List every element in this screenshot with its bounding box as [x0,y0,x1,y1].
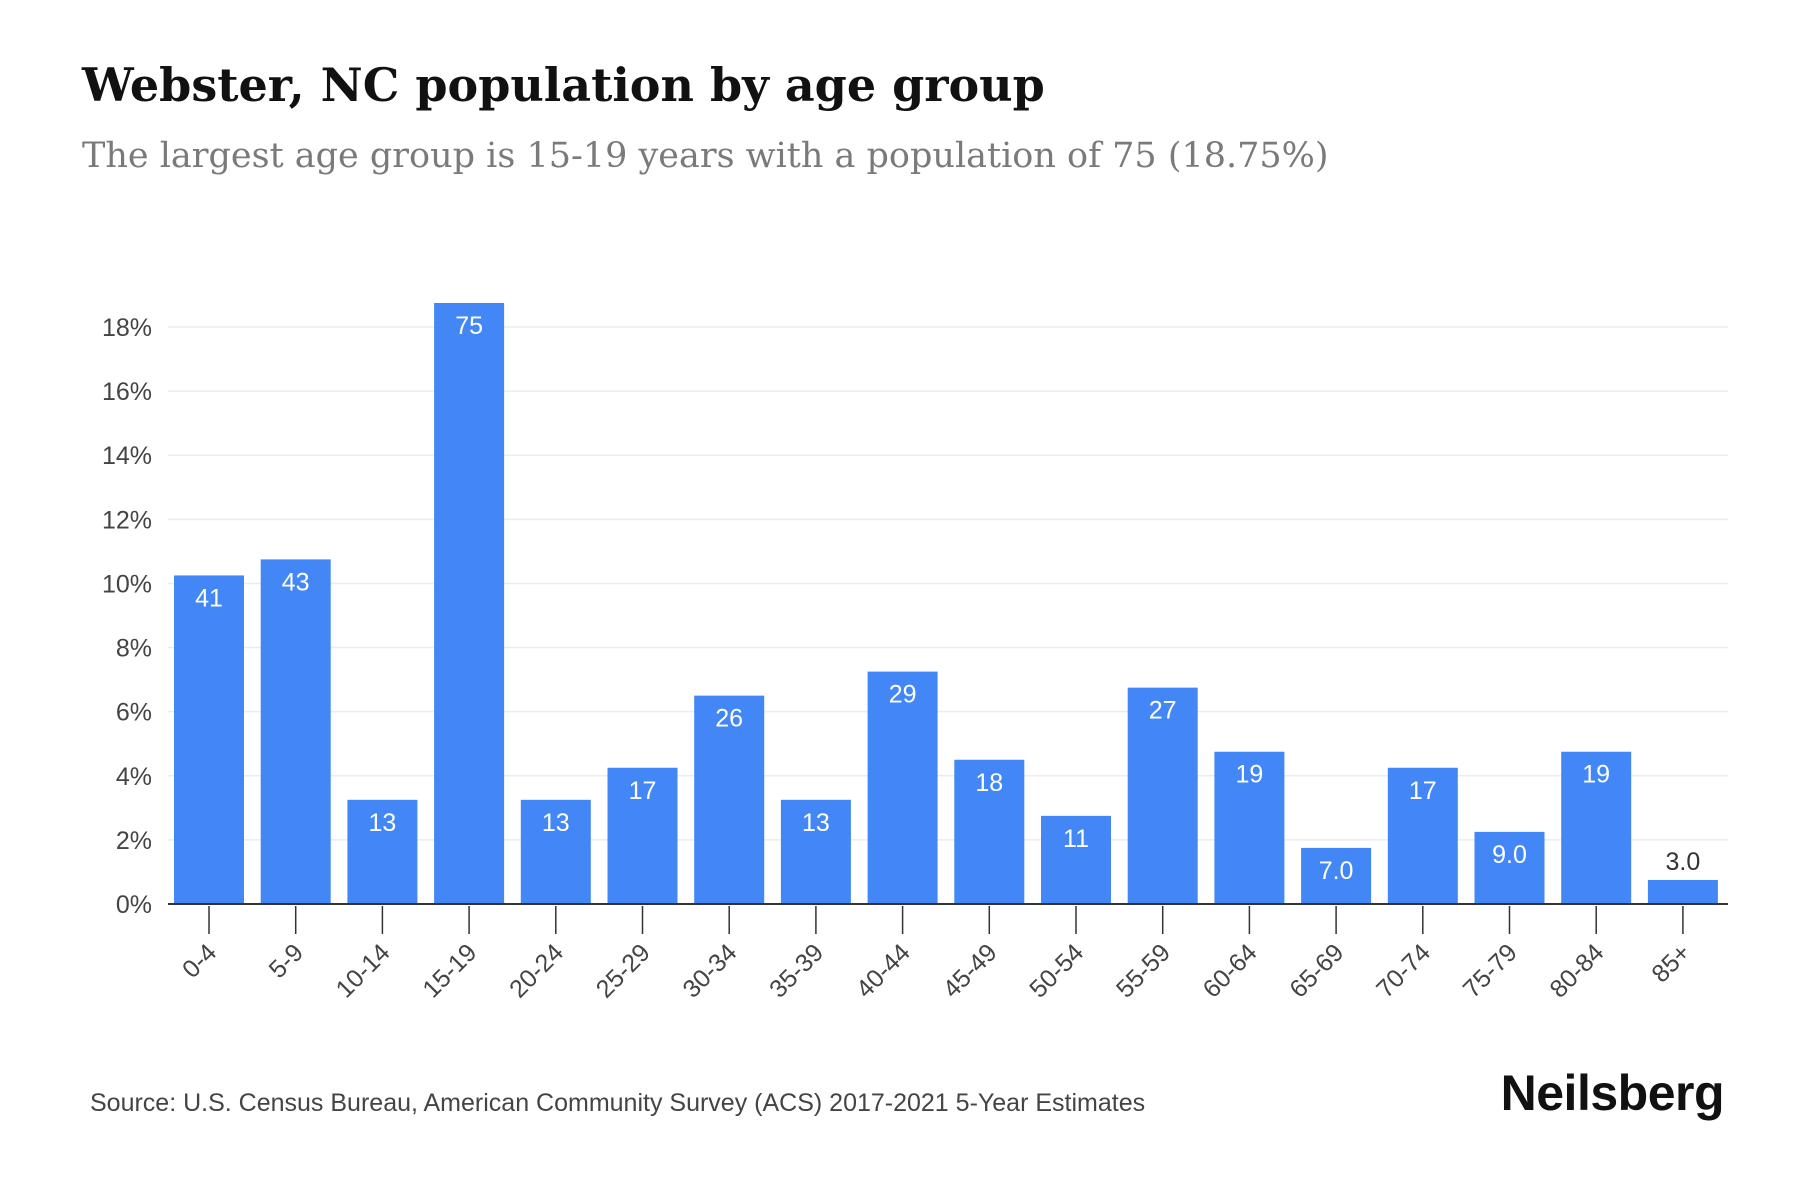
data-label-25-29: 17 [629,777,657,805]
data-label-30-34: 26 [715,705,743,733]
bar-0-4 [174,575,244,904]
x-tick-label: 35-39 [764,938,829,1003]
data-label-0-4: 41 [195,584,223,612]
bars [174,302,1718,904]
data-label-60-64: 19 [1235,761,1263,789]
data-label-35-39: 13 [802,809,830,837]
data-label-15-19: 75 [455,312,483,340]
bar-55-59 [1127,687,1198,904]
x-tick-label: 80-84 [1544,938,1609,1003]
chart-title: Webster, NC population by age group [82,58,1045,112]
chart-subtitle: The largest age group is 15-19 years wit… [82,136,1329,176]
x-tick-label: 10-14 [331,938,396,1003]
data-label-85+: 3.0 [1666,848,1701,876]
x-tick-label: 85+ [1646,938,1696,988]
y-tick-label: 8% [116,635,152,663]
x-tick-label: 25-29 [591,938,656,1003]
bar-10-14 [347,799,418,904]
data-label-45-49: 18 [975,769,1003,797]
bar-data-labels: 41 43 13 75 13 17 26 13 29 18 11 27 19 7.0 17 9.0 19 3.0 [195,312,1700,885]
x-tick-label: 70-74 [1371,938,1436,1003]
x-tick-label: 20-24 [504,938,569,1003]
y-tick-label: 6% [116,699,152,727]
x-tick-label: 60-64 [1198,938,1263,1003]
y-axis-tick-labels: 0% 2% 4% 6% 8% 10% 12% 14% 16% 18% [102,314,152,919]
x-tick-label: 55-59 [1111,938,1176,1003]
x-tick-label: 0-4 [177,938,222,983]
brand-logo: Neilsberg [1500,1065,1725,1121]
x-tick-label: 5-9 [264,938,309,983]
bar-30-34 [694,695,765,904]
bar-25-29 [607,767,678,904]
x-axis: 0-4 5-9 10-14 15-19 20-24 25-29 30-34 35-39 40-4… [168,903,1728,1003]
data-label-5-9: 43 [282,568,310,596]
data-label-80-84: 19 [1582,761,1610,789]
bar-60-64 [1214,751,1285,904]
bar-65-69 [1301,847,1372,904]
x-tick-label: 65-69 [1284,938,1349,1003]
y-tick-label: 0% [116,891,152,919]
x-tick-label: 40-44 [851,938,916,1003]
data-label-10-14: 13 [368,809,396,837]
data-label-75-79: 9.0 [1492,841,1527,869]
bar-45-49 [954,759,1025,904]
x-tick-label: 30-34 [677,938,742,1003]
bar-85+ [1647,879,1718,904]
bar-20-24 [520,799,591,904]
y-tick-label: 4% [116,763,152,791]
bar-50-54 [1041,815,1111,904]
bar-5-9 [260,559,331,904]
data-label-20-24: 13 [542,809,570,837]
data-label-40-44: 29 [889,681,917,709]
x-tick-label: 45-49 [938,938,1003,1003]
bar-70-74 [1387,767,1458,904]
y-tick-label: 18% [102,314,152,342]
bar-75-79 [1474,831,1545,904]
data-label-65-69: 7.0 [1319,857,1354,885]
bar-15-19 [434,302,505,904]
y-tick-label: 12% [102,506,152,534]
bar-80-84 [1561,751,1632,904]
x-tick-label: 50-54 [1024,938,1089,1003]
source-note: Source: U.S. Census Bureau, American Com… [90,1089,1146,1117]
x-tick-label: 75-79 [1458,938,1523,1003]
data-label-55-59: 27 [1149,697,1177,725]
x-tick-label: 15-19 [417,938,482,1003]
bar-40-44 [867,671,938,904]
gridlines [168,326,1728,841]
data-label-50-54: 11 [1063,825,1089,853]
y-tick-label: 10% [102,570,152,598]
bar-chart: 0% 2% 4% 6% 8% 10% 12% 14% 16% 18% 41 43 13 75 13 17 26… [102,302,1728,1003]
y-tick-label: 14% [102,442,152,470]
y-tick-label: 16% [102,378,152,406]
data-label-70-74: 17 [1409,777,1437,805]
bar-35-39 [780,799,851,904]
y-tick-label: 2% [116,827,152,855]
